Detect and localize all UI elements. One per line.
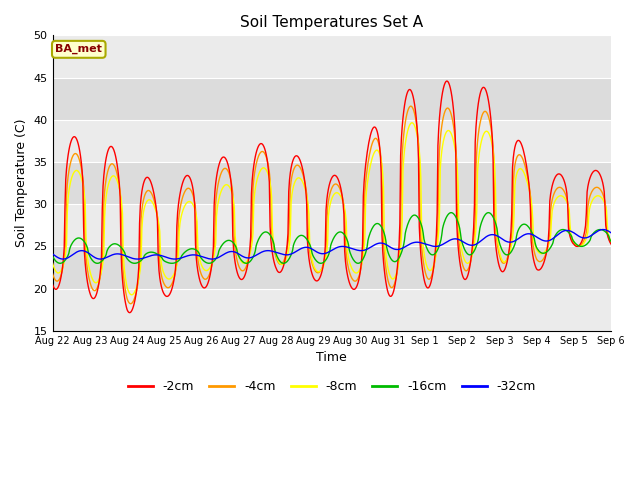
Bar: [52, 120, 611, 162]
Bar: [52, 246, 611, 288]
X-axis label: Time: Time: [317, 351, 348, 364]
Text: BA_met: BA_met: [55, 44, 102, 54]
Title: Soil Temperatures Set A: Soil Temperatures Set A: [240, 15, 424, 30]
Bar: [52, 78, 611, 120]
Bar: [52, 162, 611, 204]
Y-axis label: Soil Temperature (C): Soil Temperature (C): [15, 119, 28, 247]
Bar: [52, 288, 611, 331]
Bar: [52, 204, 611, 246]
Legend: -2cm, -4cm, -8cm, -16cm, -32cm: -2cm, -4cm, -8cm, -16cm, -32cm: [123, 375, 541, 398]
Bar: [52, 36, 611, 78]
